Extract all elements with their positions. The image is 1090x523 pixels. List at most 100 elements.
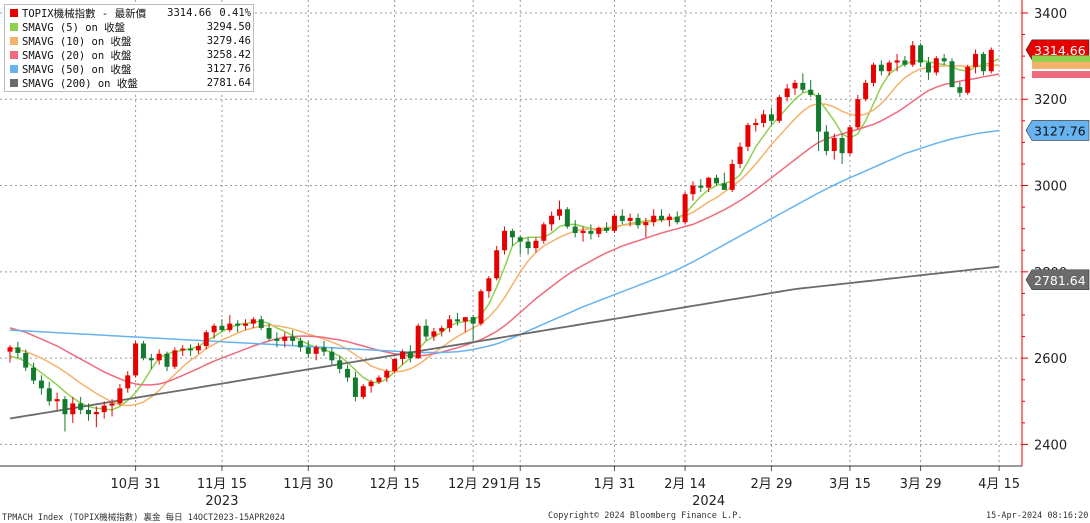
candle-body <box>980 53 986 72</box>
candle-body <box>62 399 68 415</box>
candle-body <box>557 209 562 216</box>
candle-body <box>604 227 610 231</box>
candle-body <box>38 380 44 389</box>
candle-body <box>737 146 743 164</box>
price-tags: 3314.66 3127.76 2781.64 <box>1025 39 1090 291</box>
candle-body <box>651 215 657 223</box>
price-tag: 2781.64 <box>1025 269 1090 291</box>
candle-body <box>871 64 876 83</box>
legend-value: 3127.76 <box>206 63 251 75</box>
candle-body <box>494 250 500 279</box>
candle-body <box>745 125 751 147</box>
sma-tag-stub <box>1032 61 1090 69</box>
candle-body <box>721 183 727 190</box>
x-tick-label: 11月 15 <box>197 477 247 492</box>
legend-label: SMAVG (10) on 收盤 <box>22 35 132 48</box>
candle-body <box>23 352 29 368</box>
x-tick-label: 12月 29 <box>448 477 498 492</box>
candle-body <box>509 230 515 238</box>
candle-body <box>768 114 774 121</box>
x-tick-label: 12月 15 <box>370 477 420 492</box>
candle-body <box>266 327 272 339</box>
legend-item-sma5: SMAVG (5) on 收盤 3294.50 <box>7 20 251 34</box>
price-tag: 3127.76 <box>1025 120 1090 141</box>
y-tick-label: 3000 <box>1034 180 1067 195</box>
candle-body <box>345 368 351 378</box>
candle-body <box>321 347 327 352</box>
candle-body <box>407 351 413 359</box>
candle-body <box>564 209 570 227</box>
candle-body <box>305 347 311 354</box>
candle-body <box>54 399 60 402</box>
candle-body <box>125 375 131 389</box>
candle-body <box>235 323 241 326</box>
candle-body <box>823 131 829 152</box>
x-tick-label: 3月 29 <box>900 477 942 492</box>
legend-item-sma20: SMAVG (20) on 收盤 3258.42 <box>7 48 251 62</box>
candle-body <box>368 381 374 387</box>
x-tick-label: 4月 15 <box>978 477 1020 492</box>
candle-body <box>195 346 201 351</box>
candle-body <box>7 347 13 352</box>
candle-body <box>918 45 924 63</box>
legend-label: SMAVG (200) on 收盤 <box>22 77 138 90</box>
candle-body <box>400 351 405 359</box>
candle-body <box>140 343 146 359</box>
candle-body <box>156 353 162 361</box>
candle-body <box>659 215 665 221</box>
candle-body <box>148 358 154 361</box>
candle-body <box>462 317 468 322</box>
candle-body <box>384 371 390 378</box>
candle-body <box>31 367 37 381</box>
candle-body <box>902 60 908 65</box>
candle-body <box>855 99 861 128</box>
candle-body <box>800 82 806 90</box>
candle-body <box>635 217 641 226</box>
candle-body <box>933 58 939 73</box>
candle-body <box>627 217 633 221</box>
candle-body <box>376 377 382 382</box>
candle-body <box>682 194 688 223</box>
candle-body <box>894 60 900 63</box>
candle-body <box>46 388 52 402</box>
candle-body <box>863 82 869 100</box>
candle-body <box>360 386 366 397</box>
candle-body <box>478 291 484 324</box>
candle-body <box>211 325 217 333</box>
sma-tag-stub <box>1032 55 1090 63</box>
candle-body <box>297 340 303 348</box>
candle-body <box>611 215 617 231</box>
footer-copyright: Copyright© 2024 Bloomberg Finance L.P. <box>548 511 743 521</box>
candle-body <box>572 226 578 233</box>
candle-body <box>816 94 822 132</box>
y-tick-label: 2400 <box>1034 438 1067 453</box>
candle-body <box>541 224 547 241</box>
candle-body <box>957 87 963 93</box>
candle-body <box>502 230 508 251</box>
legend-label: SMAVG (5) on 收盤 <box>22 21 126 34</box>
candle-body <box>674 216 680 223</box>
candle-body <box>886 62 892 72</box>
candle-body <box>392 358 398 372</box>
y-tick-label: 3400 <box>1034 7 1067 22</box>
legend-value: 3258.42 <box>206 49 251 61</box>
candle-body <box>431 331 437 337</box>
candle-body <box>965 66 971 93</box>
candle-body <box>313 347 319 354</box>
candle-body <box>698 185 704 188</box>
legend-change: 0.41% <box>219 7 251 19</box>
candle-body <box>714 177 719 184</box>
candle-body <box>290 336 296 341</box>
candle-body <box>549 215 555 225</box>
candle-body <box>941 58 947 62</box>
x-tick-label: 2月 14 <box>664 477 706 492</box>
price-tag-box <box>1025 39 1090 61</box>
legend-swatch <box>10 9 18 17</box>
candle-body <box>329 351 335 361</box>
candle-body <box>101 405 107 413</box>
candle-body <box>486 278 492 292</box>
candle-body <box>439 327 445 332</box>
legend: TOPIX機械指數 - 最新價 3314.66 0.41% SMAVG (5) … <box>4 4 254 92</box>
candle-body <box>423 325 429 337</box>
price-tag: 3314.66 <box>1025 39 1090 61</box>
